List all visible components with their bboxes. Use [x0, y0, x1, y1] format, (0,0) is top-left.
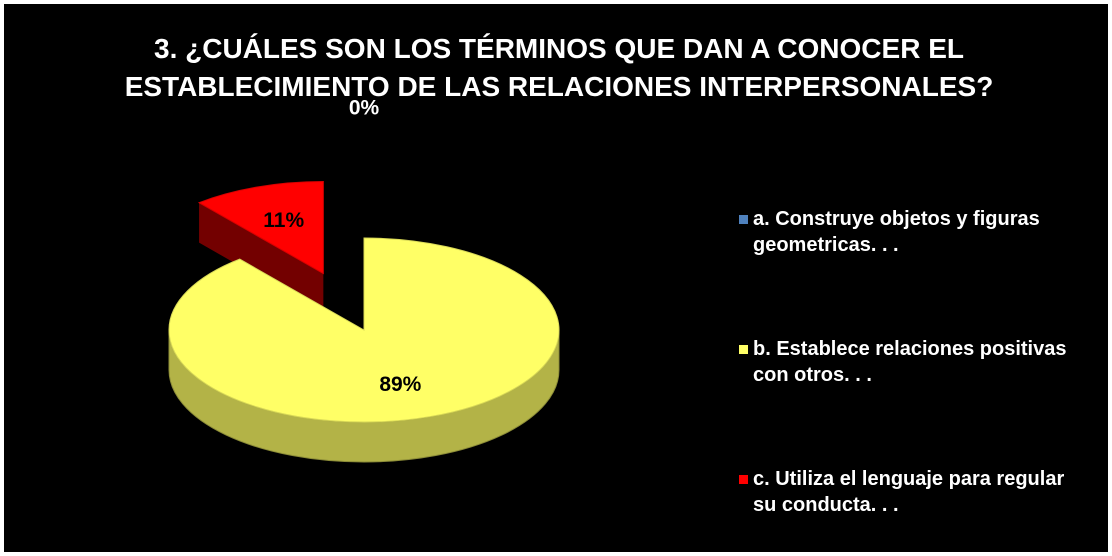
chart: 3. ¿CUÁLES SON LOS TÉRMINOS QUE DAN A CO… — [4, 4, 1108, 552]
pie-slice — [168, 237, 560, 423]
legend-swatch — [739, 345, 748, 354]
legend-label: c. Utiliza el lenguaje para regular su c… — [753, 468, 1065, 516]
data-label: 11% — [263, 209, 304, 232]
legend-item: c. Utiliza el lenguaje para regular su c… — [739, 466, 1084, 518]
pie-slice — [197, 181, 324, 275]
legend-item: a. Construye objetos y figuras geometric… — [739, 206, 1084, 258]
pie-area: 0% 11% 89% — [168, 97, 560, 463]
data-label: 89% — [379, 373, 421, 396]
legend-swatch — [739, 475, 748, 484]
data-label: 0% — [349, 97, 380, 120]
pie-slice-side — [199, 202, 324, 314]
legend-label: b. Establece relaciones positivas con ot… — [753, 338, 1067, 386]
legend-label: a. Construye objetos y figuras geometric… — [753, 208, 1040, 256]
legend-item: b. Establece relaciones positivas con ot… — [739, 336, 1084, 388]
chart-title: 3. ¿CUÁLES SON LOS TÉRMINOS QUE DAN A CO… — [124, 33, 994, 102]
legend-swatch — [739, 215, 748, 224]
